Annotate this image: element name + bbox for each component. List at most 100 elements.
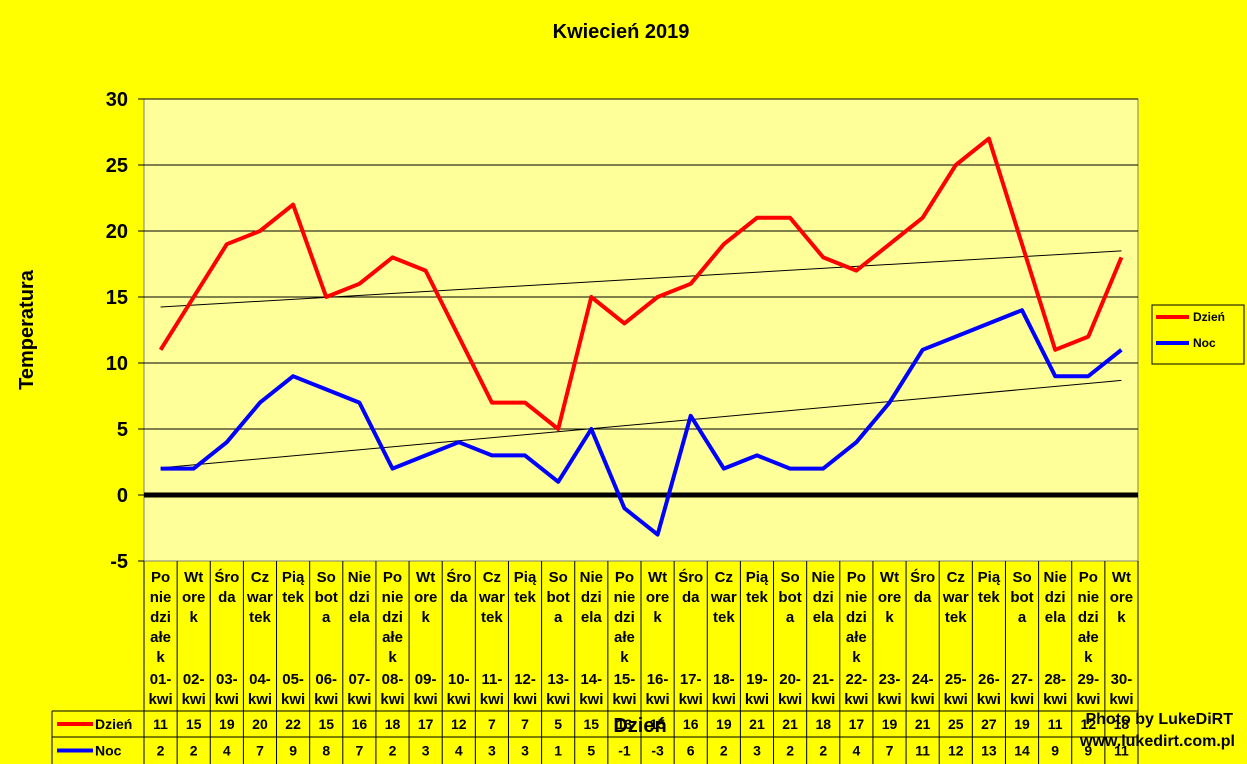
y-tick-label: 25 [106, 155, 128, 177]
table-value: 13 [617, 716, 633, 732]
weekday-label: war [246, 589, 273, 606]
table-value: 21 [915, 716, 931, 732]
weekday-label: dzi [846, 609, 867, 626]
weekday-label: Śro [678, 568, 703, 586]
weekday-label: nie [1077, 589, 1099, 606]
table-value: 3 [753, 743, 761, 759]
date-label: kwi [1109, 691, 1133, 708]
date-label: kwi [778, 691, 802, 708]
weekday-label: ela [581, 609, 603, 626]
table-value: 8 [322, 743, 330, 759]
weekday-label: tek [282, 589, 304, 606]
weekday-label: Cz [483, 569, 501, 586]
table-value: 2 [819, 743, 827, 759]
weekday-label: da [682, 589, 700, 606]
table-value: 4 [852, 743, 860, 759]
date-label: kwi [811, 691, 835, 708]
date-label: 29- [1077, 671, 1099, 688]
date-label: 25- [945, 671, 967, 688]
date-label: 10- [448, 671, 470, 688]
weekday-label: ore [646, 589, 669, 606]
date-label: 22- [846, 671, 868, 688]
weekday-label: Pią [282, 569, 305, 586]
weekday-label: nie [614, 589, 636, 606]
weekday-label: Po [383, 569, 402, 586]
weekday-label: war [942, 589, 969, 606]
date-label: 24- [912, 671, 934, 688]
weekday-label: tek [481, 609, 503, 626]
date-label: 04- [249, 671, 271, 688]
table-value: 7 [488, 716, 496, 732]
table-value: 2 [389, 743, 397, 759]
table-value: 22 [285, 716, 301, 732]
weekday-label: ela [813, 609, 835, 626]
table-value: 25 [948, 716, 964, 732]
weekday-label: Cz [715, 569, 733, 586]
weekday-label: Po [615, 569, 634, 586]
weekday-label: da [218, 589, 236, 606]
table-series-name: Dzień [95, 716, 132, 732]
weekday-label: Nie [348, 569, 371, 586]
weekday-label: Po [151, 569, 170, 586]
weekday-label: So [1012, 569, 1031, 586]
weekday-label: dzi [1045, 589, 1066, 606]
table-value: 2 [190, 743, 198, 759]
weekday-label: a [322, 609, 331, 626]
y-tick-label: 15 [106, 287, 128, 309]
y-tick-label: 20 [106, 221, 128, 243]
date-label: kwi [911, 691, 935, 708]
table-value: 17 [849, 716, 865, 732]
weekday-label: dzi [614, 609, 635, 626]
date-label: 18- [713, 671, 735, 688]
table-value: 17 [418, 716, 434, 732]
table-value: 6 [687, 743, 695, 759]
date-label: kwi [148, 691, 172, 708]
date-label: 27- [1011, 671, 1033, 688]
weekday-label: nie [150, 589, 172, 606]
date-label: 13- [547, 671, 569, 688]
date-label: 28- [1044, 671, 1066, 688]
date-label: 12- [514, 671, 536, 688]
table-value: 11 [1114, 743, 1129, 759]
date-label: 23- [879, 671, 901, 688]
table-value: 15 [318, 716, 334, 732]
weekday-label: Śro [910, 568, 935, 586]
weekday-label: Po [847, 569, 866, 586]
weekday-label: tek [514, 589, 536, 606]
weekday-label: Pią [746, 569, 769, 586]
date-label: kwi [877, 691, 901, 708]
weekday-label: a [1018, 609, 1027, 626]
weekday-label: a [554, 609, 563, 626]
table-value: 9 [289, 743, 297, 759]
weekday-label: Pią [514, 569, 537, 586]
weekday-label: dzi [581, 589, 602, 606]
table-value: 7 [521, 716, 529, 732]
weekday-label: Nie [1043, 569, 1066, 586]
y-tick-label: 10 [106, 353, 128, 375]
date-label: 14- [580, 671, 602, 688]
weekday-label: tek [249, 609, 271, 626]
weekday-label: k [653, 609, 662, 626]
table-value: 9 [1084, 743, 1092, 759]
weekday-label: dzi [382, 609, 403, 626]
date-label: kwi [281, 691, 305, 708]
table-value: 27 [981, 716, 997, 732]
date-label: 11- [481, 671, 502, 688]
weekday-label: ore [1110, 589, 1133, 606]
weekday-label: ore [414, 589, 437, 606]
table-value: 12 [451, 716, 467, 732]
date-label: kwi [215, 691, 239, 708]
plot-area [143, 98, 1139, 562]
legend [1151, 304, 1245, 365]
y-tick-label: 5 [117, 419, 128, 441]
date-label: 19- [746, 671, 768, 688]
date-label: kwi [1010, 691, 1034, 708]
date-label: kwi [248, 691, 272, 708]
date-label: 05- [282, 671, 304, 688]
weekday-label: ałe [846, 629, 867, 646]
table-value: 15 [186, 716, 202, 732]
weekday-label: k [1084, 649, 1093, 666]
table-value: 20 [252, 716, 268, 732]
credit-line-1: Photo by LukeDiRT [1085, 711, 1233, 728]
